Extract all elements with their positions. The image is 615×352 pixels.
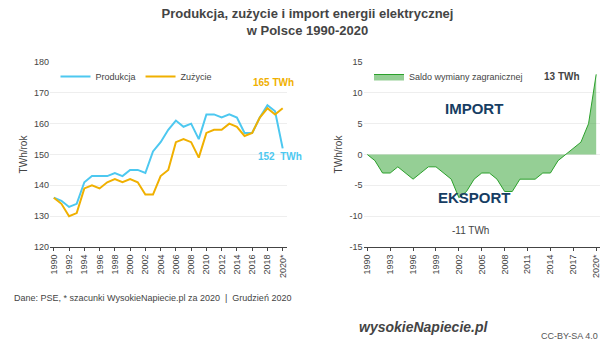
svg-text:15: 15 (352, 57, 362, 67)
svg-text:2010: 2010 (201, 255, 211, 275)
svg-text:1996: 1996 (95, 255, 105, 275)
svg-text:-15: -15 (349, 242, 362, 252)
svg-text:2018: 2018 (262, 255, 272, 275)
svg-text:13 TWh: 13 TWh (544, 71, 580, 82)
svg-text:1999: 1999 (431, 255, 441, 275)
svg-text:1990: 1990 (49, 255, 59, 275)
svg-text:160: 160 (34, 119, 49, 129)
svg-text:165 TWh: 165 TWh (253, 77, 294, 88)
svg-text:TWh/rok: TWh/rok (333, 135, 344, 174)
svg-text:2008: 2008 (500, 255, 510, 275)
svg-text:2002: 2002 (140, 255, 150, 275)
svg-text:Zużycie: Zużycie (181, 72, 212, 82)
svg-text:2014: 2014 (545, 255, 555, 275)
svg-text:wysokieNapiecie.pl: wysokieNapiecie.pl (359, 319, 489, 335)
svg-text:IMPORT: IMPORT (445, 100, 503, 117)
svg-text:2002: 2002 (454, 255, 464, 275)
svg-text:1998: 1998 (110, 255, 120, 275)
svg-text:TWh/rok: TWh/rok (18, 135, 29, 174)
svg-text:180: 180 (34, 57, 49, 67)
svg-text:0: 0 (357, 150, 362, 160)
svg-text:Saldo wymiany zagranicznej: Saldo wymiany zagranicznej (409, 72, 523, 82)
svg-text:2000: 2000 (125, 255, 135, 275)
svg-text:10: 10 (352, 88, 362, 98)
svg-text:2011: 2011 (522, 255, 532, 274)
svg-text:1996: 1996 (408, 255, 418, 275)
svg-text:152 TWh: 152 TWh (258, 151, 302, 162)
svg-text:1990: 1990 (362, 255, 372, 275)
svg-text:2020*: 2020* (278, 254, 288, 278)
svg-text:Produkcja: Produkcja (96, 72, 136, 82)
svg-text:1992: 1992 (64, 255, 74, 275)
svg-text:2006: 2006 (171, 255, 181, 275)
svg-text:-11 TWh: -11 TWh (452, 225, 489, 236)
svg-text:120: 120 (34, 242, 49, 252)
svg-text:Dane: PSE, * szacunki WysokieN: Dane: PSE, * szacunki WysokieNapiecie.pl… (14, 293, 291, 303)
svg-text:2012: 2012 (217, 255, 227, 275)
svg-text:2020*: 2020* (591, 254, 601, 278)
svg-text:2017: 2017 (568, 255, 578, 275)
svg-text:5: 5 (357, 119, 362, 129)
svg-text:2008: 2008 (186, 255, 196, 275)
svg-text:2016: 2016 (247, 255, 257, 275)
svg-text:-10: -10 (349, 211, 362, 221)
svg-text:170: 170 (34, 88, 49, 98)
svg-text:1994: 1994 (79, 255, 89, 275)
svg-text:2004: 2004 (156, 255, 166, 275)
svg-text:Produkcja, zużycie i import en: Produkcja, zużycie i import energii elek… (162, 6, 454, 38)
svg-text:-5: -5 (354, 180, 362, 190)
svg-text:2005: 2005 (477, 255, 487, 275)
svg-text:150: 150 (34, 150, 49, 160)
svg-text:1993: 1993 (385, 255, 395, 275)
svg-text:2014: 2014 (232, 255, 242, 275)
svg-text:130: 130 (34, 211, 49, 221)
svg-text:140: 140 (34, 180, 49, 190)
svg-text:EKSPORT: EKSPORT (438, 189, 511, 206)
svg-text:CC-BY-SA 4.0: CC-BY-SA 4.0 (541, 331, 598, 341)
